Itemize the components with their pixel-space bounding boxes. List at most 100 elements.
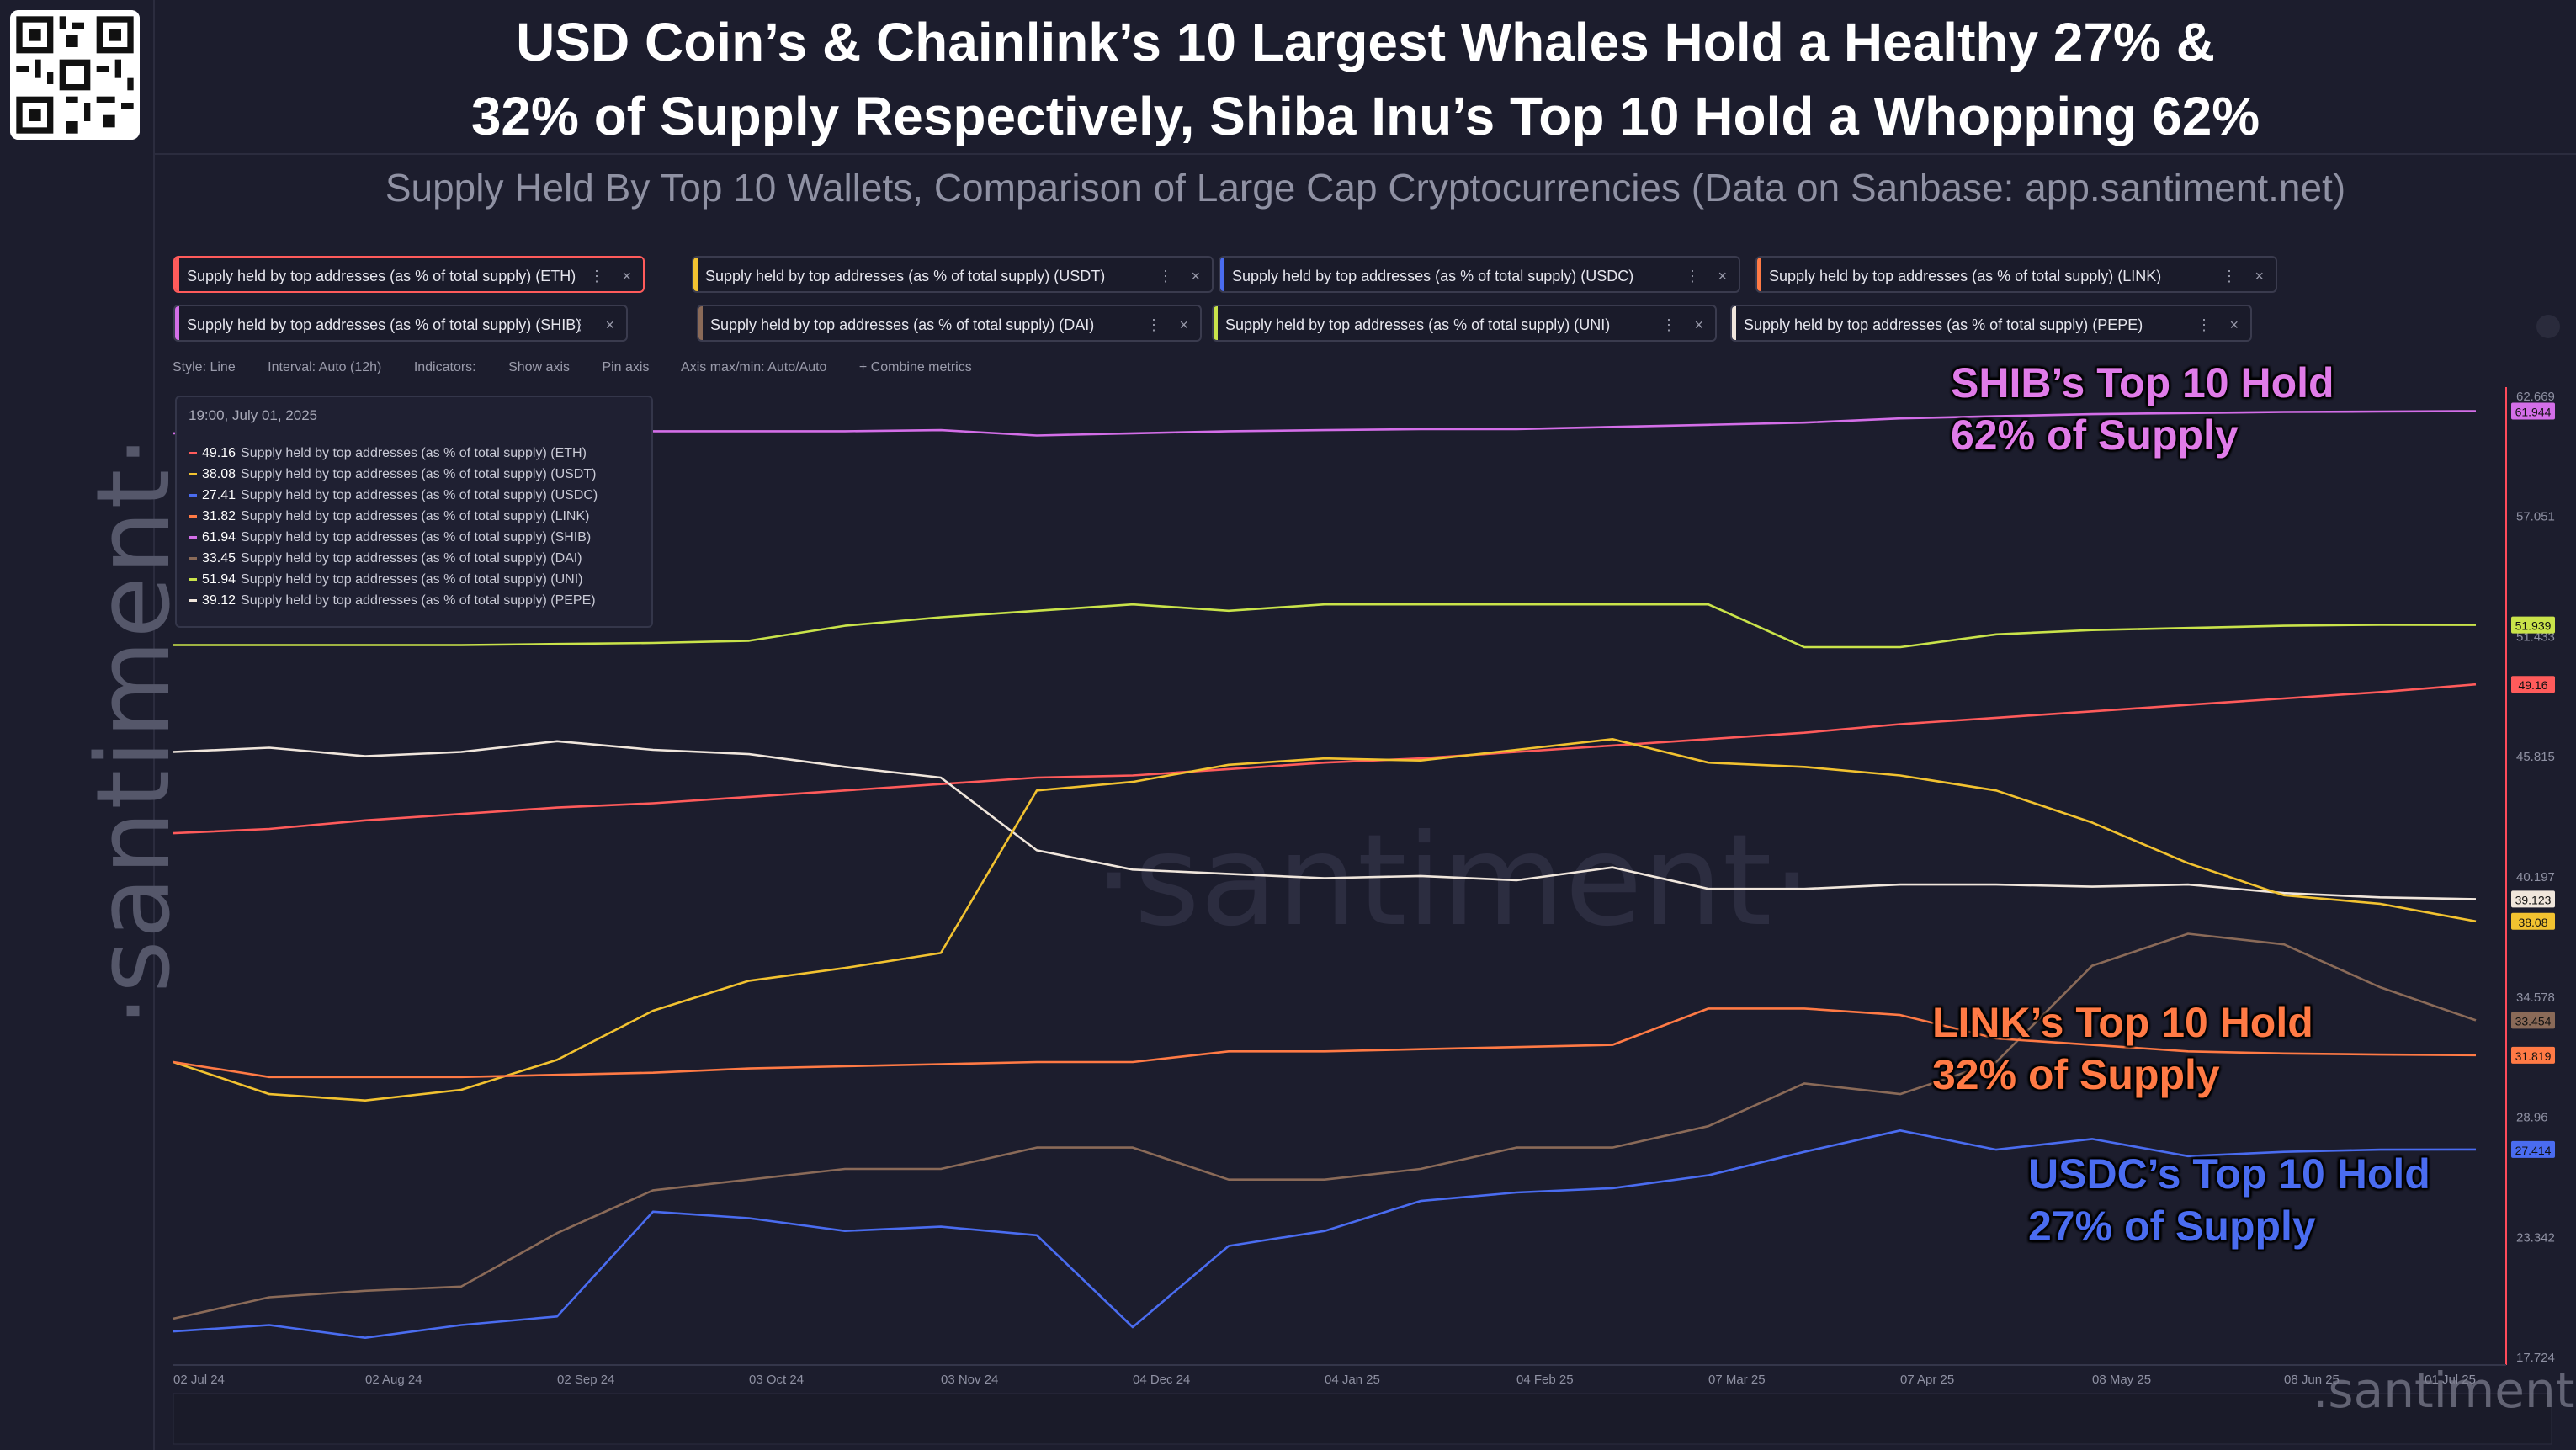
end-value-badge [2511, 890, 2555, 908]
axis-maxmin-selector[interactable]: Axis max/min: Auto/Auto [681, 360, 827, 374]
combine-metrics-button[interactable]: + Combine metrics [858, 360, 972, 374]
tooltip-color-dash [189, 557, 197, 560]
tooltip-row: 61.94 Supply held by top addresses (as % … [189, 530, 591, 545]
tooltip-row: 38.08 Supply held by top addresses (as % … [189, 467, 596, 482]
link-annotation-line-2: 32% of Supply [1932, 1051, 2220, 1098]
chip-close-icon[interactable]: × [622, 268, 631, 284]
chip-color-swatch [175, 306, 179, 340]
metric-chip[interactable]: Supply held by top addresses (as % of to… [173, 305, 628, 342]
chip-close-icon[interactable]: × [2229, 316, 2239, 333]
chip-label: Supply held by top addresses (as % of to… [1744, 316, 2143, 333]
indicators-selector[interactable]: Indicators: [413, 360, 476, 374]
x-tick-label: 04 Dec 24 [1133, 1373, 1190, 1387]
chip-menu-icon[interactable]: ⋮ [572, 316, 587, 333]
chip-close-icon[interactable]: × [605, 316, 614, 333]
settings-dot-icon[interactable] [2536, 315, 2560, 338]
metric-chip[interactable]: Supply held by top addresses (as % of to… [697, 305, 1202, 342]
chip-close-icon[interactable]: × [1694, 316, 1703, 333]
tooltip-label: Supply held by top addresses (as % of to… [241, 467, 597, 481]
metric-chip[interactable]: Supply held by top addresses (as % of to… [1730, 305, 2252, 342]
end-value-label: 61.944 [2515, 406, 2552, 419]
link-annotation: LINK’s Top 10 Hold 32% of Supply [1932, 996, 2313, 1101]
chip-menu-icon[interactable]: ⋮ [1661, 316, 1676, 333]
x-tick-label: 03 Nov 24 [941, 1373, 998, 1387]
end-value-badge [2511, 616, 2555, 634]
chip-color-swatch [1214, 306, 1218, 340]
interval-selector[interactable]: Interval: Auto (12h) [268, 360, 382, 374]
x-tick-label: 03 Oct 24 [749, 1373, 804, 1387]
shib-annotation-line-2: 62% of Supply [1951, 412, 2239, 459]
chip-menu-icon[interactable]: ⋮ [1146, 316, 1161, 333]
chip-menu-icon[interactable]: ⋮ [589, 268, 604, 284]
end-value-label: 27.414 [2515, 1144, 2552, 1157]
navigator-strip [173, 1393, 2552, 1445]
style-selector[interactable]: Style: Line [173, 360, 236, 374]
end-value-badge [2511, 676, 2555, 693]
end-value-label: 39.123 [2515, 893, 2552, 906]
center-watermark: ·santiment· [1094, 808, 1813, 954]
series-line [173, 932, 2477, 1320]
tooltip-value: 31.82 [202, 509, 236, 523]
link-annotation-line-1: LINK’s Top 10 Hold [1932, 999, 2313, 1046]
tooltip-label: Supply held by top addresses (as % of to… [241, 446, 587, 460]
metric-chip[interactable]: Supply held by top addresses (as % of to… [1219, 256, 1740, 293]
tooltip-value: 51.94 [202, 572, 236, 587]
usdc-annotation-line-1: USDC’s Top 10 Hold [2028, 1150, 2430, 1198]
chip-color-swatch [1732, 306, 1736, 340]
y-tick-label: 51.433 [2516, 629, 2555, 644]
tooltip-row: 51.94 Supply held by top addresses (as % … [189, 572, 582, 587]
x-tick-label: 08 Jun 25 [2284, 1373, 2340, 1387]
metric-chip[interactable]: Supply held by top addresses (as % of to… [692, 256, 1214, 293]
series-line [173, 1007, 2477, 1079]
title-line-2: 32% of Supply Respectively, Shiba Inu’s … [470, 86, 2260, 146]
tooltip-color-dash [189, 515, 197, 518]
header [155, 0, 2576, 155]
x-tick-label: 08 May 25 [2092, 1373, 2151, 1387]
page-title: USD Coin’s & Chainlink’s 10 Largest Whal… [155, 5, 2576, 153]
tooltip-color-dash [189, 452, 197, 455]
title-line-1: USD Coin’s & Chainlink’s 10 Largest Whal… [516, 12, 2215, 72]
tooltip-value: 27.41 [202, 488, 236, 502]
chip-close-icon[interactable]: × [1179, 316, 1188, 333]
end-value-label: 31.819 [2515, 1049, 2552, 1063]
end-value-badge [2511, 1012, 2555, 1029]
metric-chip[interactable]: Supply held by top addresses (as % of to… [1755, 256, 2277, 293]
y-tick-label: 23.342 [2516, 1230, 2555, 1245]
x-tick-label: 01 Jul 25 [2425, 1373, 2476, 1387]
tooltip-row: 49.16 Supply held by top addresses (as % … [189, 446, 587, 461]
tooltip-label: Supply held by top addresses (as % of to… [241, 488, 598, 502]
tooltip-row: 39.12 Supply held by top addresses (as % … [189, 593, 596, 608]
chip-menu-icon[interactable]: ⋮ [2196, 316, 2212, 333]
chip-menu-icon[interactable]: ⋮ [2222, 268, 2237, 284]
tooltip-value: 38.08 [202, 467, 236, 481]
chip-menu-icon[interactable]: ⋮ [1158, 268, 1173, 284]
show-axis-toggle[interactable]: Show axis [508, 360, 570, 374]
chip-color-swatch [698, 306, 703, 340]
end-value-badge [2511, 912, 2555, 930]
chart-subtitle: Supply Held By Top 10 Wallets, Compariso… [385, 166, 2346, 210]
x-tick-label: 04 Jan 25 [1325, 1373, 1380, 1387]
chip-color-swatch [1757, 258, 1761, 291]
usdc-annotation: USDC’s Top 10 Hold 27% of Supply [2028, 1148, 2430, 1252]
shib-annotation-line-1: SHIB’s Top 10 Hold [1951, 359, 2334, 406]
chip-close-icon[interactable]: × [2255, 268, 2264, 284]
tooltip-value: 33.45 [202, 551, 236, 566]
series-line [173, 683, 2477, 835]
chip-label: Supply held by top addresses (as % of to… [187, 268, 576, 284]
end-value-label: 49.16 [2518, 678, 2547, 692]
chip-menu-icon[interactable]: ⋮ [1685, 268, 1700, 284]
tooltip-row: 31.82 Supply held by top addresses (as % … [189, 509, 589, 524]
chart-toolbar: Style: Line Interval: Auto (12h) Indicat… [173, 360, 1001, 380]
chip-close-icon[interactable]: × [1718, 268, 1727, 284]
tooltip-label: Supply held by top addresses (as % of to… [241, 551, 582, 566]
metric-chip[interactable]: Supply held by top addresses (as % of to… [173, 256, 645, 293]
chip-label: Supply held by top addresses (as % of to… [705, 268, 1106, 284]
pin-axis-toggle[interactable]: Pin axis [602, 360, 650, 374]
metric-chip[interactable]: Supply held by top addresses (as % of to… [1212, 305, 1717, 342]
tooltip-value: 39.12 [202, 593, 236, 608]
tooltip-row: 27.41 Supply held by top addresses (as % … [189, 488, 598, 503]
chip-close-icon[interactable]: × [1191, 268, 1200, 284]
x-tick-label: 07 Mar 25 [1708, 1373, 1766, 1387]
series-line [173, 603, 2477, 649]
